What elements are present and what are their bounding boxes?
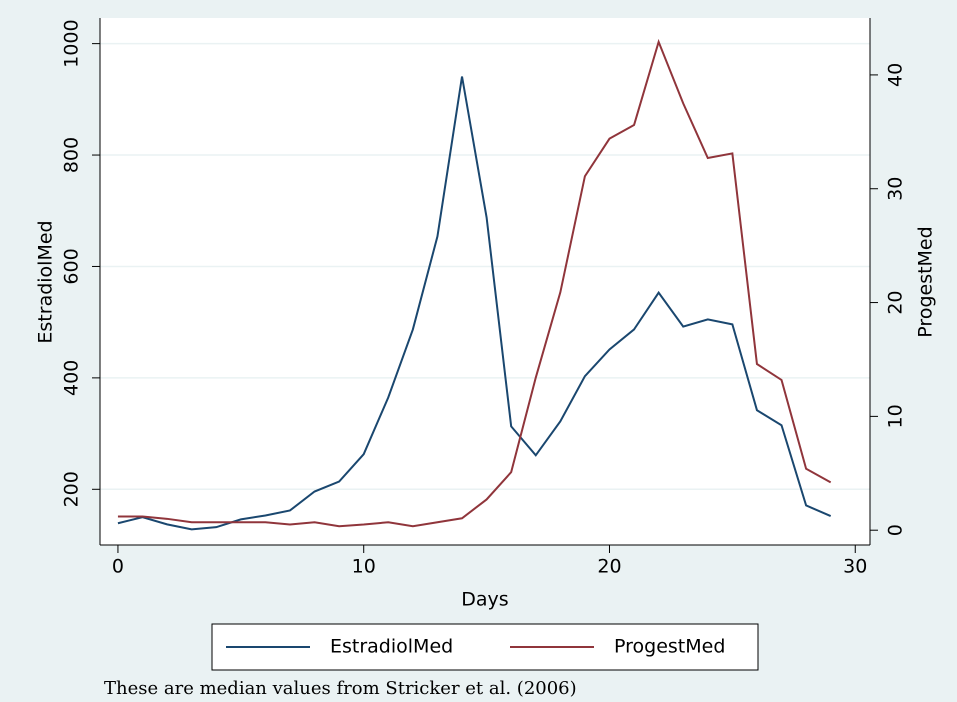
y2-tick-label: 40	[885, 63, 907, 87]
series-line	[117, 76, 832, 531]
y2-tick-label: 10	[885, 404, 907, 428]
y2-tick-label: 30	[885, 177, 907, 201]
y-tick-label: 400	[61, 360, 83, 396]
note: These are median values from Stricker et…	[104, 678, 577, 699]
y2-axis-title: ProgestMed	[915, 226, 937, 337]
x-tick-label: 0	[112, 556, 124, 578]
x-tick-label: 20	[597, 556, 621, 578]
y-tick-label: 800	[61, 137, 83, 173]
x-tick-label: 10	[352, 556, 376, 578]
plot-area	[100, 18, 870, 545]
y-tick-label: 1000	[61, 19, 83, 67]
y-tick-label: 600	[61, 248, 83, 284]
x-tick-label: 30	[843, 556, 867, 578]
series-line	[117, 38, 832, 528]
y2-tick-label: 0	[885, 524, 907, 536]
y-tick-label: 200	[61, 471, 83, 507]
y2-tick-label: 20	[885, 290, 907, 314]
x-axis-title: Days	[461, 589, 508, 611]
legend-label: EstradiolMed	[330, 636, 453, 658]
legend-label: ProgestMed	[614, 636, 725, 658]
y-axis-title: EstradiolMed	[35, 220, 57, 343]
